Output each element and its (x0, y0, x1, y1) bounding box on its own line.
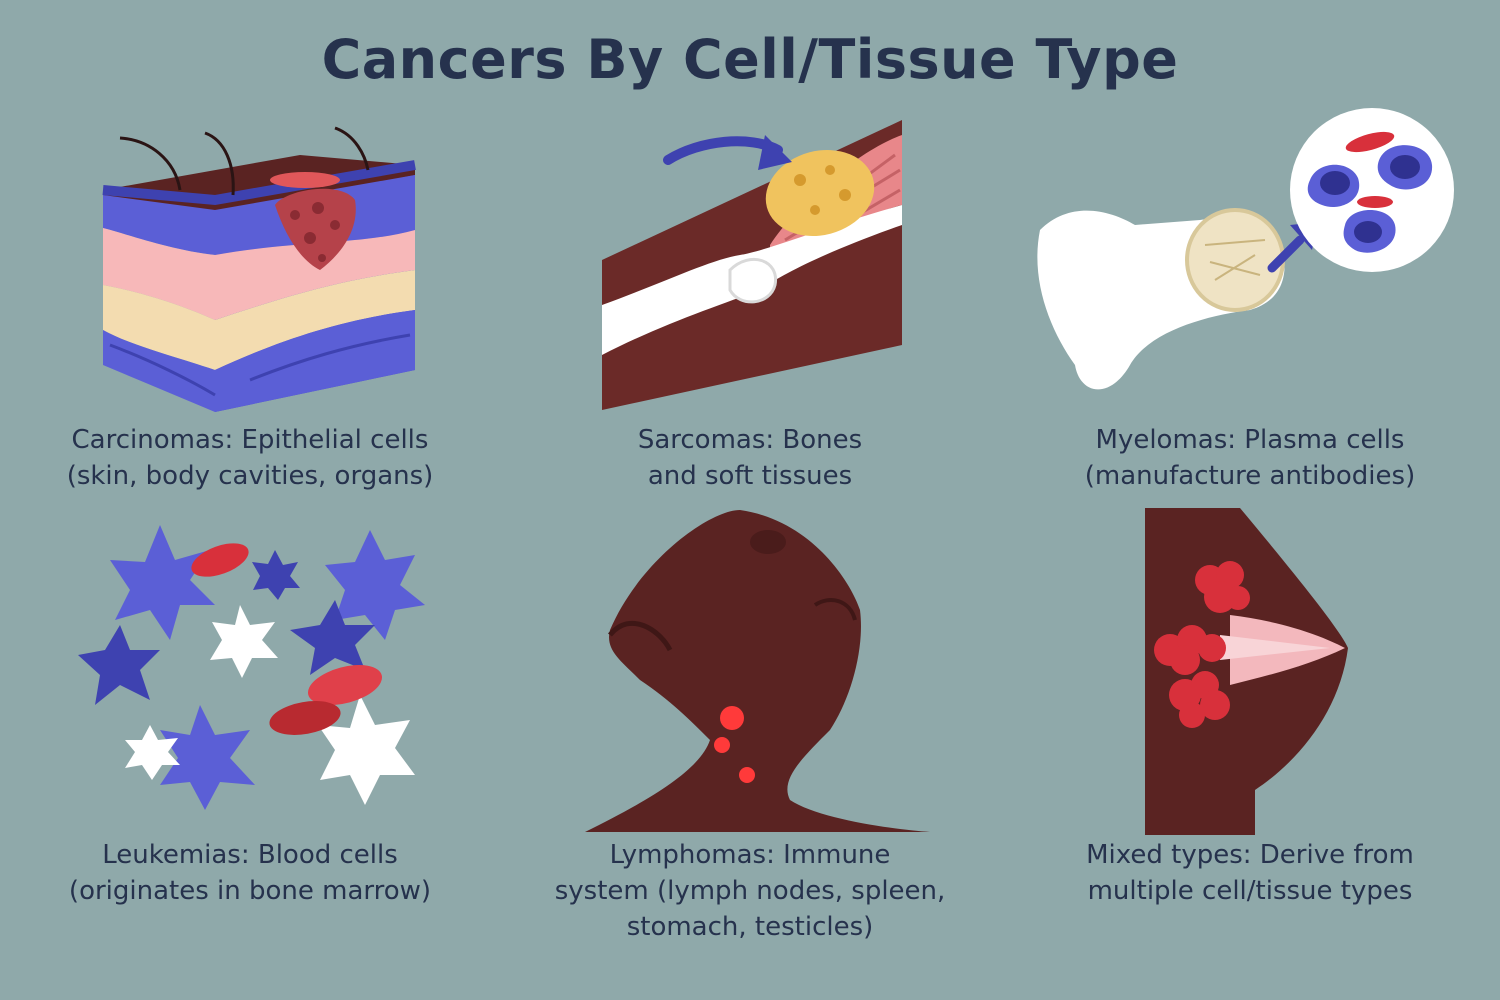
caption-sarcomas: Sarcomas: Bones and soft tissues (520, 422, 980, 494)
caption-line: and soft tissues (647, 461, 853, 491)
caption-line: Mixed types: Derive from (1086, 840, 1414, 870)
caption-line: system (lymph nodes, spleen, (554, 876, 946, 906)
breast-tissue-icon (1145, 508, 1348, 835)
caption-line: stomach, testicles) (626, 912, 874, 942)
bone-muscle-icon (602, 120, 902, 410)
caption-carcinomas: Carcinomas: Epithelial cells (skin, body… (20, 422, 480, 494)
caption-line: Sarcomas: Bones (637, 425, 863, 455)
caption-mixed-types: Mixed types: Derive from multiple cell/t… (1020, 837, 1480, 909)
panel-lymphomas: Lymphomas: Immune system (lymph nodes, s… (500, 500, 1000, 1000)
panel-sarcomas: Sarcomas: Bones and soft tissues (500, 0, 1000, 500)
caption-line: multiple cell/tissue types (1087, 876, 1413, 906)
caption-leukemias: Leukemias: Blood cells (originates in bo… (20, 837, 480, 909)
page-title: Cancers By Cell/Tissue Type (321, 28, 1179, 91)
skin-layers-icon (102, 126, 416, 412)
caption-lymphomas: Lymphomas: Immune system (lymph nodes, s… (520, 837, 980, 945)
panel-mixed-types: Mixed types: Derive from multiple cell/t… (1000, 500, 1500, 1000)
neck-lymph-nodes-icon (585, 510, 930, 832)
caption-myelomas: Myelomas: Plasma cells (manufacture anti… (1020, 422, 1480, 494)
caption-line: Lymphomas: Immune (609, 840, 891, 870)
caption-line: Carcinomas: Epithelial cells (71, 425, 429, 455)
panel-myelomas: Myelomas: Plasma cells (manufacture anti… (1000, 0, 1500, 500)
caption-line: (manufacture antibodies) (1084, 461, 1416, 491)
caption-line: (skin, body cavities, organs) (66, 461, 434, 491)
panel-leukemias: Leukemias: Blood cells (originates in bo… (0, 500, 500, 1000)
bone-marrow-icon (1037, 108, 1454, 390)
panel-carcinomas: Carcinomas: Epithelial cells (skin, body… (0, 0, 500, 500)
blood-cells-icon (78, 525, 425, 810)
caption-line: Leukemias: Blood cells (102, 840, 398, 870)
caption-line: Myelomas: Plasma cells (1095, 425, 1405, 455)
caption-line: (originates in bone marrow) (68, 876, 432, 906)
